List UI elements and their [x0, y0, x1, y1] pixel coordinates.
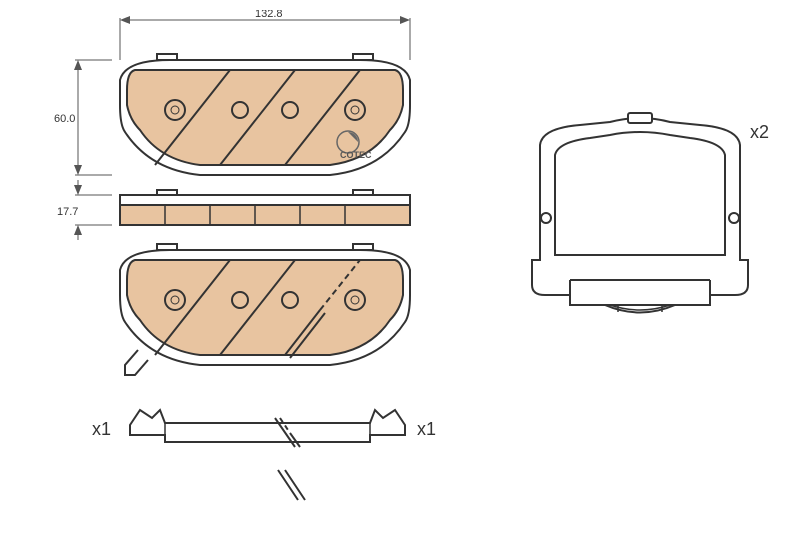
brand-logo: COTEC	[340, 150, 372, 160]
break-marks	[278, 470, 305, 500]
brake-pad-bottom	[120, 244, 410, 375]
clip-bracket	[532, 113, 748, 313]
dim-thickness-value: 17.7	[57, 206, 78, 218]
qty-shim-right: x1	[417, 419, 436, 439]
shim	[130, 410, 405, 447]
dim-height: 60.0	[54, 60, 112, 175]
dim-height-value: 60.0	[54, 113, 75, 125]
brake-pad-top-side	[120, 190, 410, 225]
qty-clip: x2	[750, 122, 769, 142]
qty-shim-left: x1	[92, 419, 111, 439]
dim-width: 132.8	[120, 10, 410, 60]
dim-width-value: 132.8	[255, 10, 283, 20]
brake-pad-top: COTEC	[120, 54, 410, 175]
dim-thickness: 17.7	[57, 180, 112, 240]
